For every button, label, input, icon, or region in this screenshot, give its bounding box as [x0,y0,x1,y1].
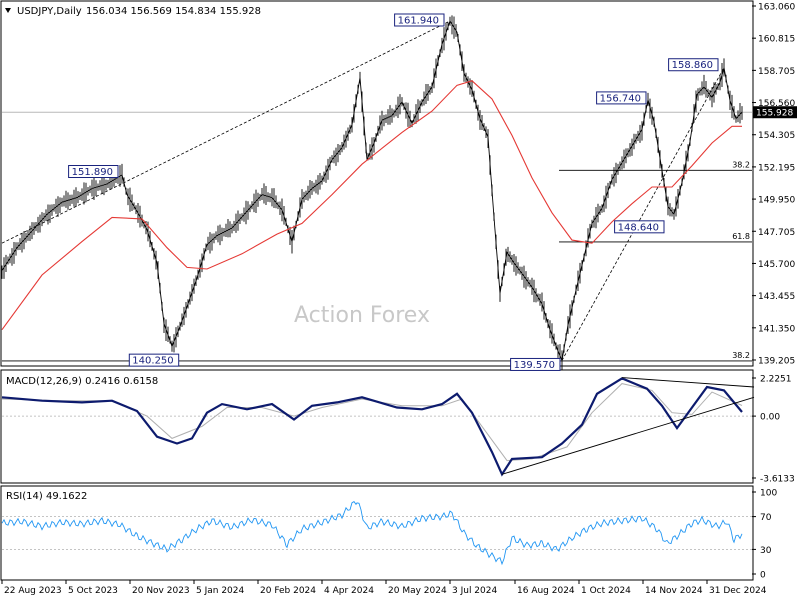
macd-title: MACD(12,26,9) 0.2416 0.6158 [6,376,158,387]
y-tick-label: 147.705 [758,228,795,238]
x-tick-label: 14 Nov 2024 [645,586,703,596]
macd-line [1,377,743,477]
x-tick-label: 1 Oct 2024 [581,586,631,596]
y-tick-label: 154.305 [758,131,795,141]
y-tick-label: 158.705 [758,67,795,77]
y-tick-label: 145.700 [758,260,795,270]
macd-panel-frame [0,369,754,484]
annotation-box [128,353,180,367]
x-tick-label: 5 Jan 2024 [196,586,244,596]
y-tick-label: 156.560 [758,99,795,109]
rsi-panel-frame [0,485,754,581]
chart-symbol: USDJPY,Daily [17,6,82,17]
price-trendline [1,20,451,244]
chart-ohlc: 156.034 156.569 154.834 155.928 [86,6,261,17]
rsi-line [1,501,743,566]
y-tick-label: 149.950 [758,196,795,206]
x-tick-label: 3 Jul 2024 [452,586,497,596]
macd-trendline [501,396,755,475]
fib-level-label: 38.2 [732,160,750,169]
annotation-box [68,165,119,179]
rsi-y-tick-label: 100 [760,489,777,499]
y-tick-label: 143.455 [758,292,795,302]
price-series-layer: 38.2 61.8 38.2 161.940 151.890 140.250 139.570… [1,13,752,371]
fib-level-label: 61.8 [732,232,750,241]
y-tick-label: 139.205 [758,357,795,367]
moving-average-line [1,80,742,331]
price-line [1,19,743,363]
price-header: USDJPY,Daily 156.034 156.569 154.834 155… [17,6,261,17]
price-annotation: 151.890 [72,167,113,178]
price-annotation: 140.250 [132,356,173,367]
annotation-box [510,357,561,371]
price-annotation: 139.570 [514,360,555,371]
annotation-box [668,58,719,72]
rsi-y-tick-label: 30 [760,546,772,556]
y-tick-label: 141.350 [758,324,795,334]
annotation-box [394,13,445,27]
macd-signal-line [1,383,743,462]
x-tick-label: 20 May 2024 [388,586,447,596]
macd-y-tick-label: -3.6133 [760,475,795,485]
macd-series-layer [1,377,755,477]
current-price-tag [753,106,797,119]
y-tick-label: 160.815 [758,35,795,45]
y-tick-label: 163.060 [758,3,795,13]
rsi-series-layer [1,501,752,566]
price-trendline [561,67,725,361]
x-tick-label: 4 Apr 2024 [324,586,374,596]
price-annotation: 148.640 [618,222,659,233]
y-tick-label: 152.195 [758,163,795,173]
annotation-box [614,220,665,234]
price-panel-frame [0,0,754,367]
x-tick-label: 16 Aug 2024 [517,586,575,596]
rsi-title: RSI(14) 49.1622 [6,491,87,502]
price-annotation: 156.740 [600,93,641,104]
collapse-triangle-icon[interactable] [5,8,11,13]
price-annotation: 161.940 [398,15,439,26]
x-tick-label: 20 Feb 2024 [260,586,316,596]
x-tick-label: 31 Dec 2024 [709,586,767,596]
macd-trendline [621,377,755,388]
rsi-y-tick-label: 0 [760,571,766,581]
macd-y-tick-label: 2.2251 [760,375,792,385]
annotation-box [596,91,647,105]
price-annotation: 158.860 [672,60,713,71]
fib-level-label: 38.2 [732,351,750,360]
current-price-label: 155.928 [756,109,793,119]
watermark: Action Forex [294,303,430,328]
macd-y-tick-label: 0.00 [760,413,780,423]
rsi-y-tick-label: 70 [760,513,772,523]
x-tick-label: 5 Oct 2023 [68,586,118,596]
x-tick-label: 20 Nov 2023 [132,586,190,596]
price-bars [1,15,743,370]
axes-layer: 163.060 160.815 158.705 156.560 154.305 152.1… [1,3,797,596]
x-tick-label: 22 Aug 2023 [4,586,62,596]
